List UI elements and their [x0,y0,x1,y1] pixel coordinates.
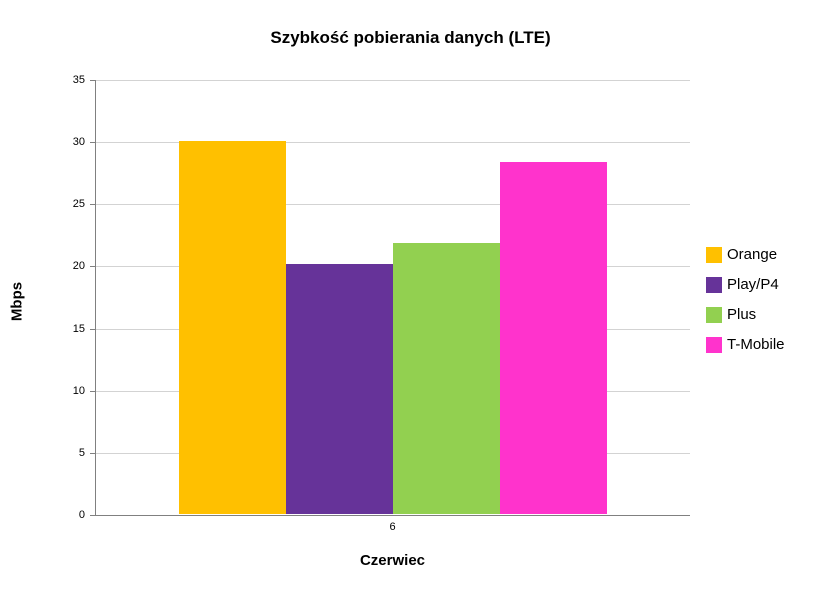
y-tick-label: 20 [72,260,85,273]
y-tick-mark [90,204,95,206]
gridline [95,142,690,144]
gridline [95,204,690,206]
x-axis-title: Czerwiec [359,552,426,569]
legend: Orange Play/P4 Plus T-Mobile [706,246,785,366]
y-tick-mark [90,142,95,144]
y-tick-label: 10 [72,384,85,397]
legend-item: Play/P4 [706,276,785,293]
legend-item: Orange [706,246,785,263]
gridline [95,80,690,81]
legend-item: Plus [706,306,785,323]
legend-label: Play/P4 [727,276,779,293]
legend-swatch [706,336,722,353]
y-tick-mark [90,80,95,81]
bar-play-p4 [285,264,393,514]
x-axis-line [95,515,690,516]
y-tick-mark [90,390,95,392]
chart-title: Szybkość pobierania danych (LTE) [270,28,551,47]
legend-label: T-Mobile [727,336,785,353]
legend-item: T-Mobile [706,336,785,353]
legend-swatch [706,246,722,263]
y-tick-label: 25 [72,198,85,211]
y-tick-mark [90,266,95,268]
bar-t-mobile [499,162,607,514]
legend-swatch [706,306,722,323]
y-tick-label: 15 [72,322,85,335]
legend-swatch [706,276,722,293]
y-tick-mark [90,452,95,454]
y-tick-label: 35 [72,74,85,86]
y-tick-label: 30 [72,136,85,149]
y-tick-label: 0 [78,509,85,521]
bar-orange [178,141,286,514]
x-tick-label: 6 [389,521,396,533]
plot-area [95,79,690,516]
legend-label: Orange [727,246,778,263]
y-tick-mark [90,515,95,516]
y-tick-label: 5 [78,446,85,459]
y-tick-mark [90,328,95,330]
bar-plus [392,243,500,514]
legend-label: Plus [727,306,757,323]
y-axis-line [95,80,96,516]
y-axis-title: Mbps [8,281,26,322]
bar-group [95,79,690,514]
